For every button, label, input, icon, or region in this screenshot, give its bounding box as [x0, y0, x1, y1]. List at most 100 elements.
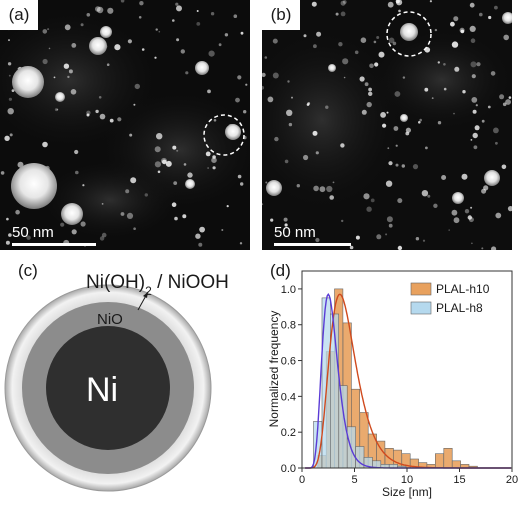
- nanoparticle: [360, 37, 367, 43]
- nanoparticle: [99, 236, 105, 241]
- nanoparticle: [354, 50, 359, 55]
- nanoparticle: [505, 99, 511, 105]
- nanoparticle: [63, 63, 70, 69]
- histogram-bar: [435, 453, 445, 469]
- nanoparticle: [368, 91, 373, 97]
- nanoparticle: [473, 145, 478, 150]
- nanoparticle: [239, 242, 243, 245]
- nanoparticle: [312, 130, 318, 136]
- panel-label-d: (d): [270, 261, 291, 280]
- nanoparticle: [162, 159, 167, 165]
- nanoparticle: [405, 127, 411, 133]
- nanoparticle: [120, 0, 125, 3]
- nanoparticle: [56, 108, 59, 111]
- nanoparticle: [130, 177, 137, 184]
- nanoparticle: [95, 6, 101, 12]
- nanoparticle: [71, 229, 77, 235]
- nanoparticle: [342, 58, 349, 65]
- nanoparticle: [0, 171, 5, 175]
- nanoparticle: [421, 190, 429, 197]
- nanoparticle: [120, 212, 125, 216]
- nanoparticle: [385, 233, 388, 236]
- nanoparticle: [471, 74, 476, 79]
- nanoparticle: [368, 87, 372, 92]
- nanoparticle: [313, 185, 319, 192]
- nanoparticle: [42, 141, 48, 148]
- scale-bar-a: [12, 243, 96, 246]
- nanoparticle: [125, 189, 130, 194]
- nanoparticle: [315, 237, 320, 243]
- nanoparticle: [387, 147, 390, 150]
- ni-label: Ni: [86, 371, 118, 409]
- nanoparticle: [376, 36, 380, 39]
- nanoparticle: [80, 221, 86, 227]
- nanoparticle: [461, 173, 468, 180]
- nanoparticle: [366, 206, 372, 212]
- nanoparticle: [326, 185, 333, 193]
- nanoparticle: [359, 76, 365, 82]
- nanoparticle: [101, 203, 104, 205]
- nanoparticle: [109, 118, 114, 123]
- nanoparticle: [42, 58, 48, 65]
- nanoparticle: [453, 112, 455, 115]
- nanoparticle: [470, 206, 473, 209]
- nanoparticle: [86, 113, 90, 117]
- nanoparticle: [454, 66, 460, 72]
- nanoparticle: [47, 28, 50, 31]
- nanoparticle: [287, 80, 290, 83]
- nanoparticle: [361, 109, 367, 115]
- nanoparticle: [460, 29, 465, 34]
- nanoparticle: [374, 62, 379, 67]
- nanoparticle: [245, 83, 248, 86]
- nanoparticle: [207, 167, 209, 169]
- nanoparticle: [469, 2, 475, 8]
- histogram-bar: [451, 460, 461, 469]
- nanoparticle: [319, 186, 326, 193]
- y-tick-label: 0.6: [281, 356, 296, 368]
- nanoparticle: [175, 2, 179, 6]
- nanoparticle: [8, 39, 10, 42]
- highlight-circle: [386, 11, 432, 57]
- nanoparticle: [8, 233, 12, 237]
- nanoparticle: [392, 41, 397, 46]
- nanoparticle: [199, 226, 206, 233]
- nanoparticle: [419, 118, 422, 122]
- nanoparticle: [424, 87, 429, 92]
- nanoparticle: [335, 12, 339, 16]
- nanoparticle: [7, 108, 14, 115]
- nanoparticle: [291, 96, 293, 99]
- nanoparticle: [418, 121, 421, 124]
- nanoparticle: [303, 154, 309, 161]
- nanoparticle: [474, 125, 480, 131]
- nanoparticle: [11, 89, 15, 92]
- y-tick-label: 1.0: [281, 284, 296, 296]
- nanoparticle: [475, 104, 478, 107]
- nanoparticle: [127, 39, 132, 44]
- nanoparticle: [481, 188, 487, 194]
- nanoparticle: [325, 105, 329, 109]
- nanoparticle: [286, 109, 293, 117]
- nanoparticle: [429, 0, 432, 3]
- nanoparticle: [313, 44, 317, 49]
- nanoparticle: [443, 63, 446, 66]
- nanoparticle: [340, 11, 346, 17]
- nanoparticle: [472, 109, 477, 114]
- nanoparticle: [224, 33, 229, 37]
- nanoparticle: [481, 119, 485, 123]
- nanoparticle: [283, 217, 288, 222]
- nanoparticle: [48, 47, 51, 50]
- nanoparticle: [182, 214, 187, 219]
- nanoparticle: [240, 31, 244, 35]
- nanoparticle: [262, 85, 265, 90]
- nanoparticle: [212, 155, 216, 159]
- nanoparticle: [491, 246, 497, 250]
- nanoparticle: [17, 161, 24, 168]
- shell-pointer-arrow: [143, 292, 148, 298]
- nanoparticle: [503, 34, 509, 41]
- nanoparticle: [296, 184, 300, 188]
- nanoparticle: [133, 227, 136, 230]
- nanoparticle: [385, 180, 393, 187]
- x-tick-label: 20: [506, 474, 518, 486]
- nanoparticle: [157, 170, 161, 174]
- nanoparticle: [340, 0, 346, 6]
